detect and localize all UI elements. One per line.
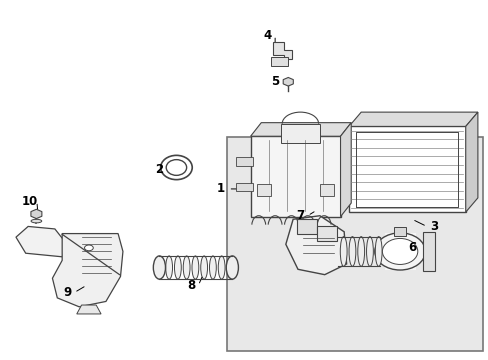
Polygon shape xyxy=(250,123,350,136)
Text: 8: 8 xyxy=(186,279,195,292)
Ellipse shape xyxy=(374,233,425,270)
Ellipse shape xyxy=(209,256,216,279)
Ellipse shape xyxy=(348,237,355,266)
Text: 7: 7 xyxy=(296,209,304,222)
Ellipse shape xyxy=(183,256,190,279)
Ellipse shape xyxy=(84,245,93,251)
Bar xyxy=(393,227,405,236)
Ellipse shape xyxy=(165,256,172,279)
Polygon shape xyxy=(283,77,293,86)
Ellipse shape xyxy=(226,256,238,279)
Bar xyxy=(236,157,252,166)
Polygon shape xyxy=(77,305,101,314)
Text: 6: 6 xyxy=(407,241,415,255)
Bar xyxy=(319,184,334,196)
Text: 10: 10 xyxy=(21,195,38,208)
Bar xyxy=(281,124,319,143)
Polygon shape xyxy=(340,123,350,217)
Bar xyxy=(384,233,415,270)
Text: 5: 5 xyxy=(270,75,279,88)
Bar xyxy=(250,136,340,217)
Bar xyxy=(227,137,482,351)
Ellipse shape xyxy=(31,219,41,223)
Ellipse shape xyxy=(382,238,417,265)
Polygon shape xyxy=(285,216,346,275)
Text: 4: 4 xyxy=(263,29,271,42)
Bar xyxy=(256,184,271,196)
Ellipse shape xyxy=(201,256,207,279)
Polygon shape xyxy=(31,209,42,219)
Polygon shape xyxy=(52,234,122,307)
Ellipse shape xyxy=(166,159,186,175)
Bar xyxy=(317,226,336,241)
Bar xyxy=(422,232,434,271)
Ellipse shape xyxy=(357,237,364,266)
Polygon shape xyxy=(272,42,291,59)
Ellipse shape xyxy=(218,256,224,279)
Bar xyxy=(271,58,287,66)
Ellipse shape xyxy=(174,256,181,279)
Ellipse shape xyxy=(153,256,165,279)
Ellipse shape xyxy=(374,237,381,266)
Polygon shape xyxy=(465,112,477,212)
Bar xyxy=(348,126,465,212)
Polygon shape xyxy=(348,112,477,126)
Text: 2: 2 xyxy=(155,163,163,176)
Bar xyxy=(236,183,252,192)
Ellipse shape xyxy=(160,156,192,180)
Ellipse shape xyxy=(366,237,372,266)
Bar xyxy=(296,219,316,234)
Ellipse shape xyxy=(192,256,199,279)
Text: 1: 1 xyxy=(217,183,225,195)
Text: 9: 9 xyxy=(63,286,71,299)
Text: 3: 3 xyxy=(429,220,437,233)
Ellipse shape xyxy=(340,237,346,266)
Polygon shape xyxy=(16,226,67,257)
